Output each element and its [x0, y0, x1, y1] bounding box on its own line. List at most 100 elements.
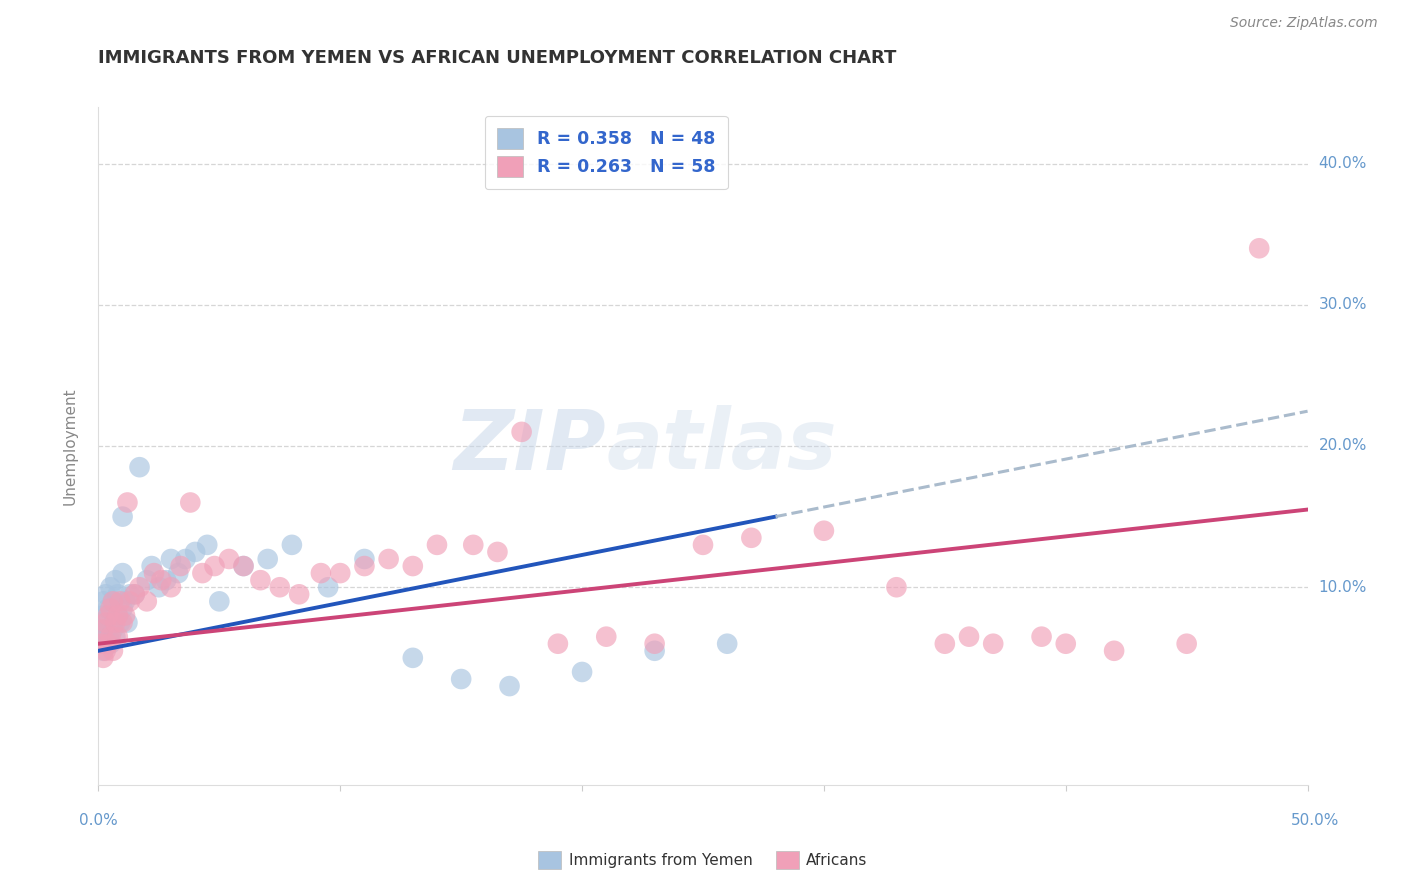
Point — [100, 630, 122, 644]
Point — [107, 608, 129, 623]
Point — [94, 615, 117, 630]
Point — [184, 545, 207, 559]
Point — [957, 630, 980, 644]
Point — [486, 545, 509, 559]
Point — [191, 566, 214, 581]
Point — [104, 615, 127, 630]
Point — [174, 552, 197, 566]
Point — [204, 559, 226, 574]
Point — [450, 672, 472, 686]
Point — [104, 630, 127, 644]
Point — [232, 559, 254, 574]
Point — [124, 587, 146, 601]
Point — [155, 573, 177, 587]
Point — [426, 538, 449, 552]
Point — [97, 630, 120, 644]
Point — [91, 608, 114, 623]
Point — [160, 580, 183, 594]
Y-axis label: Unemployment: Unemployment — [63, 387, 77, 505]
Point — [595, 630, 617, 644]
Point — [128, 460, 150, 475]
Point — [117, 615, 139, 630]
Point — [288, 587, 311, 601]
Point — [402, 559, 425, 574]
Point — [208, 594, 231, 608]
Text: IMMIGRANTS FROM YEMEN VS AFRICAN UNEMPLOYMENT CORRELATION CHART: IMMIGRANTS FROM YEMEN VS AFRICAN UNEMPLO… — [98, 49, 897, 67]
Point — [1175, 637, 1198, 651]
Point — [309, 566, 332, 581]
Point — [269, 580, 291, 594]
Point — [91, 594, 114, 608]
Point — [108, 615, 131, 630]
Legend: R = 0.358   N = 48, R = 0.263   N = 58: R = 0.358 N = 48, R = 0.263 N = 58 — [485, 116, 728, 189]
Point — [118, 587, 141, 601]
Point — [94, 644, 117, 658]
Point — [740, 531, 762, 545]
Point — [1102, 644, 1125, 658]
Point — [195, 538, 218, 552]
Point — [107, 630, 129, 644]
Point — [94, 587, 117, 601]
Point — [813, 524, 835, 538]
Point — [249, 573, 271, 587]
Point — [179, 495, 201, 509]
Point — [160, 552, 183, 566]
Point — [150, 573, 173, 587]
Point — [107, 608, 129, 623]
Point — [111, 615, 134, 630]
Point — [934, 637, 956, 651]
Point — [114, 608, 136, 623]
Point — [94, 637, 117, 651]
Point — [104, 573, 127, 587]
Point — [114, 594, 136, 608]
Text: 40.0%: 40.0% — [1319, 156, 1367, 171]
Text: 10.0%: 10.0% — [1319, 580, 1367, 595]
Point — [218, 552, 240, 566]
Point — [100, 637, 122, 651]
Text: 0.0%: 0.0% — [79, 814, 118, 828]
Point — [353, 559, 375, 574]
Point — [1054, 637, 1077, 651]
Point — [256, 552, 278, 566]
Point — [101, 623, 124, 637]
Point — [169, 559, 191, 574]
Point — [117, 495, 139, 509]
Point — [281, 538, 304, 552]
Text: Source: ZipAtlas.com: Source: ZipAtlas.com — [1230, 16, 1378, 29]
Point — [118, 594, 141, 608]
Point — [90, 637, 112, 651]
Point — [100, 580, 122, 594]
Point — [886, 580, 908, 594]
Point — [377, 552, 399, 566]
Point — [463, 538, 485, 552]
Point — [498, 679, 520, 693]
Point — [143, 566, 166, 581]
Point — [329, 566, 352, 581]
Text: 50.0%: 50.0% — [1291, 814, 1339, 828]
Point — [232, 559, 254, 574]
Point — [1249, 241, 1271, 255]
Point — [316, 580, 339, 594]
Point — [97, 637, 120, 651]
Point — [101, 594, 124, 608]
Point — [111, 566, 134, 581]
Point — [101, 644, 124, 658]
Text: atlas: atlas — [606, 406, 837, 486]
Point — [91, 651, 114, 665]
Point — [644, 637, 666, 651]
Point — [100, 601, 122, 615]
Point — [148, 580, 170, 594]
Point — [571, 665, 593, 679]
Point — [692, 538, 714, 552]
Point — [141, 559, 163, 574]
Point — [353, 552, 375, 566]
Point — [91, 644, 114, 658]
Point — [402, 651, 425, 665]
Point — [90, 615, 112, 630]
Text: ZIP: ZIP — [454, 406, 606, 486]
Point — [716, 637, 738, 651]
Point — [981, 637, 1004, 651]
Point — [124, 587, 146, 601]
Point — [167, 566, 190, 581]
Point — [97, 601, 120, 615]
